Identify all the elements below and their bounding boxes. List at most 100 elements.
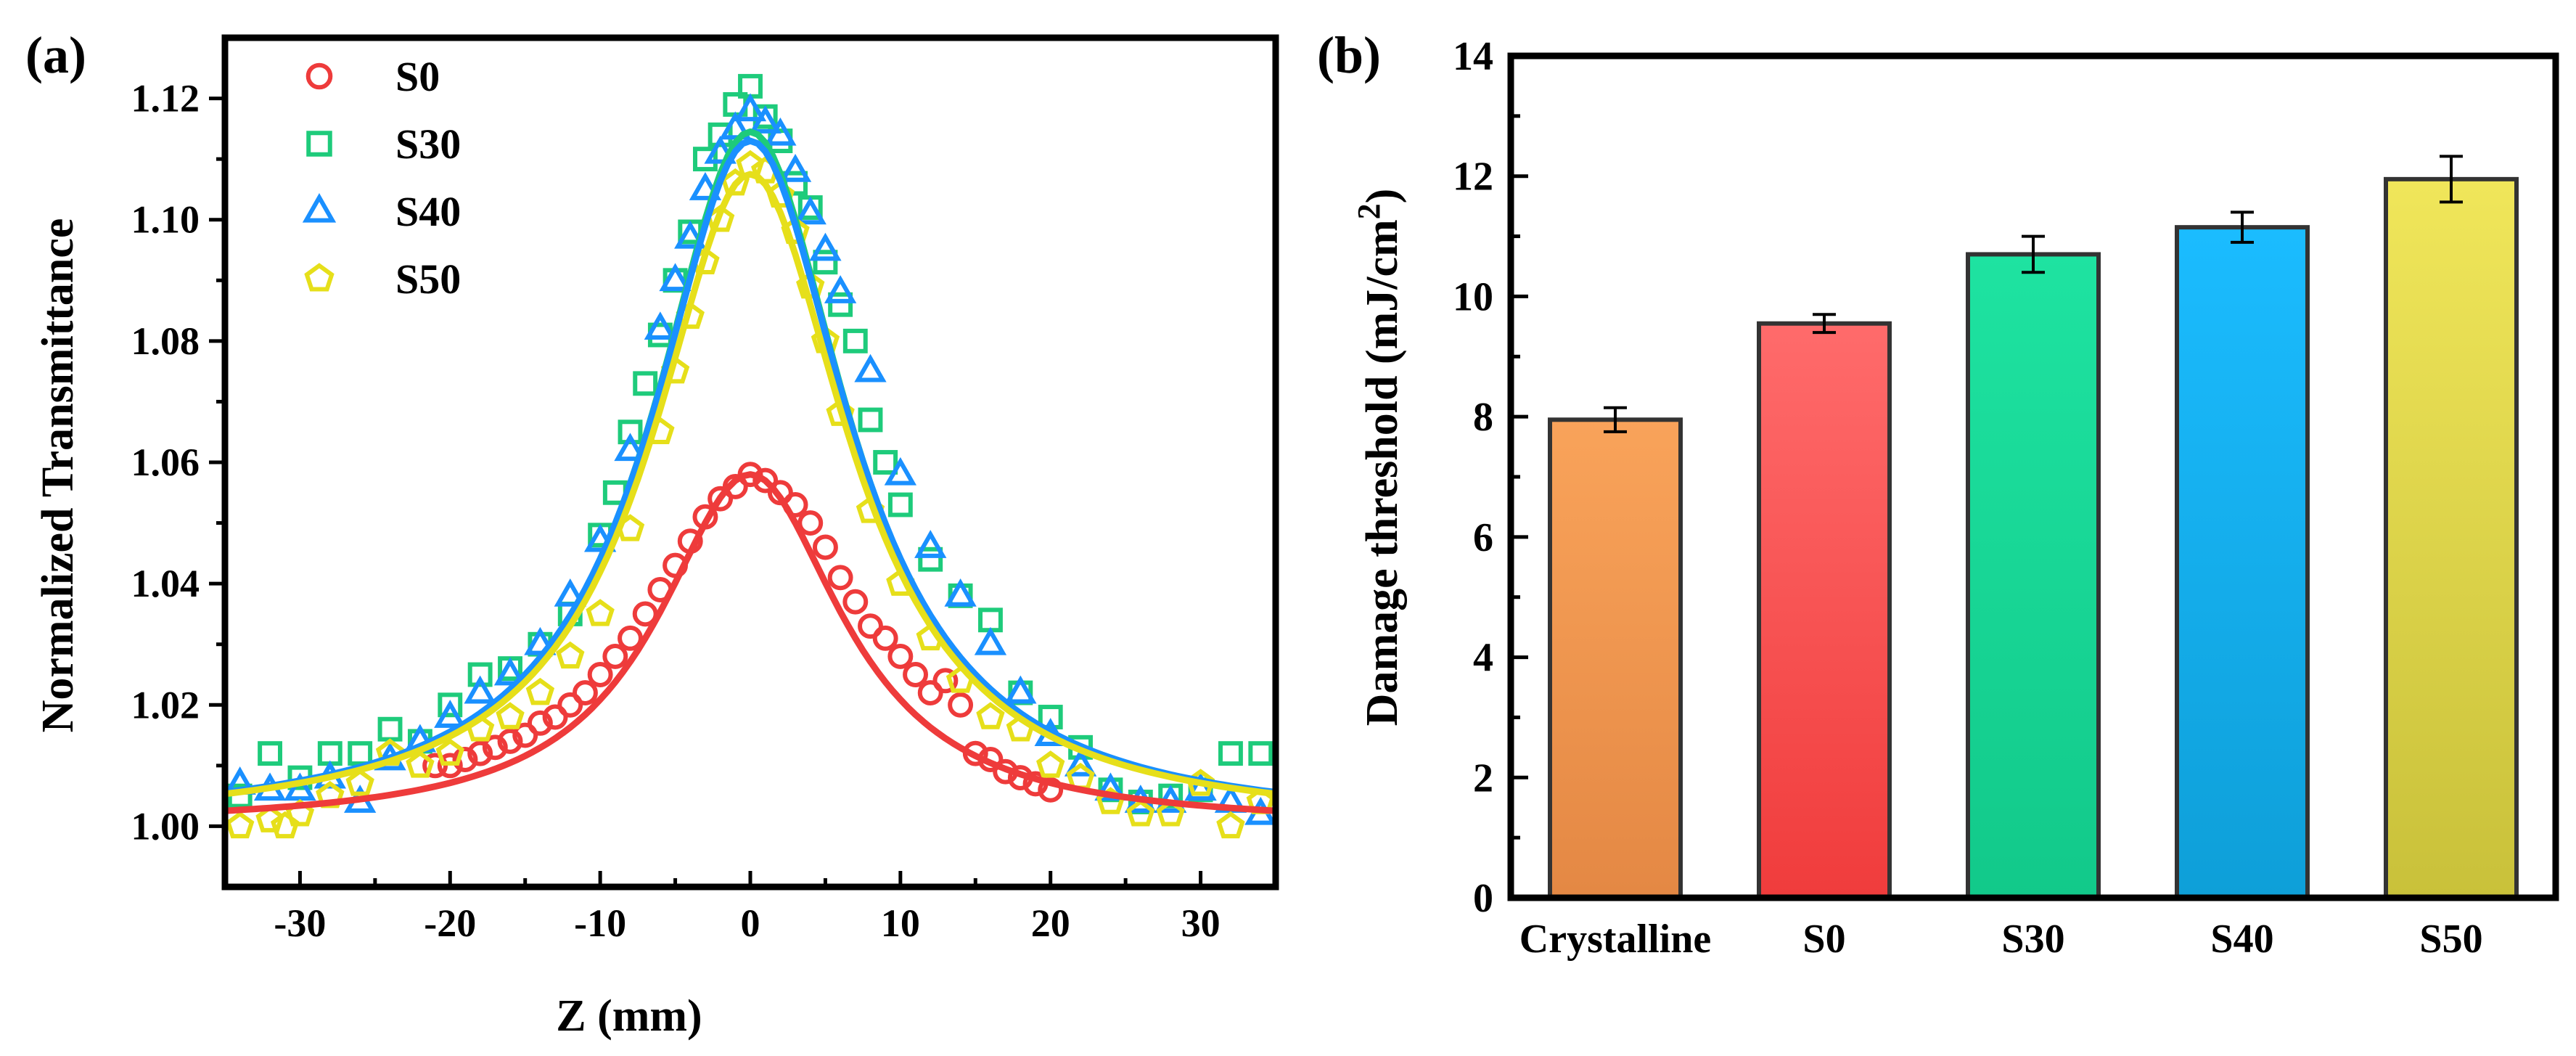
point-S40: [644, 311, 677, 340]
series-S50-points: [225, 150, 1276, 839]
y-tick-label: 1.04: [131, 562, 200, 605]
point-S0: [557, 692, 583, 718]
point-S30: [887, 492, 913, 517]
y-tick-label: 1.02: [131, 683, 200, 726]
x-tick-label: -10: [574, 901, 626, 945]
point-S0: [872, 625, 898, 651]
point-S40: [854, 353, 887, 382]
point-S40: [914, 530, 947, 558]
point-S40: [794, 196, 826, 225]
category-label: S40: [2210, 917, 2273, 962]
bar-Crystalline: [1548, 417, 1683, 900]
point-S30: [873, 450, 898, 475]
point-S40: [554, 578, 586, 607]
point-S0: [827, 565, 853, 591]
point-S40: [704, 135, 737, 164]
y-tick-label: 10: [1453, 274, 1493, 319]
point-S50: [1126, 799, 1155, 827]
point-S50: [586, 599, 615, 626]
y-tick-label: 8: [1473, 395, 1493, 440]
point-S30: [828, 292, 853, 317]
y-tick-label: 1.10: [131, 198, 200, 242]
error-bar-Crystalline: [1604, 406, 1627, 433]
error-bar-S0: [1813, 313, 1836, 335]
point-S0: [437, 753, 463, 779]
point-S50: [556, 641, 585, 669]
fit-curve-S0: [224, 471, 1276, 814]
point-S40: [614, 433, 647, 462]
point-S40: [974, 626, 1007, 655]
point-S50: [271, 811, 300, 839]
error-bar-S50: [2440, 155, 2463, 204]
panel-a-frame: [221, 34, 1279, 891]
panel-b-ylabel: Damage threshold (mJ/cm2): [1351, 189, 1407, 726]
panel-b-damage-threshold-chart: (b) Damage threshold (mJ/cm2) Crystallin…: [1317, 26, 2559, 962]
y-tick-label: 1.12: [131, 77, 200, 120]
point-S40: [884, 457, 917, 486]
panel-b-ylabel-sup: 2: [1351, 203, 1387, 219]
point-S0: [497, 728, 523, 754]
point-S50: [1036, 750, 1065, 778]
point-S0: [527, 710, 553, 736]
point-S40: [1004, 675, 1037, 704]
legend-label-S0: S0: [395, 53, 440, 100]
x-tick-label: 0: [741, 901, 760, 945]
point-S50: [406, 750, 435, 778]
legend-marker-S50: [304, 263, 335, 292]
point-S50: [1156, 799, 1185, 827]
point-S30: [1218, 741, 1243, 766]
point-S30: [1248, 741, 1273, 766]
legend-label-S30: S30: [395, 120, 461, 168]
panel-a-label: (a): [25, 26, 86, 84]
point-S40: [1094, 772, 1127, 801]
point-S0: [542, 704, 568, 730]
y-tick-label: 1.06: [131, 441, 200, 484]
point-S50: [1216, 811, 1245, 839]
point-S30: [633, 371, 658, 396]
bar-S0: [1757, 321, 1892, 900]
y-tick-label: 1.00: [131, 804, 200, 848]
point-S0: [752, 467, 779, 494]
point-S50: [496, 702, 525, 729]
point-S30: [693, 147, 718, 172]
y-tick-label: 12: [1453, 155, 1493, 200]
legend-marker-S0: [305, 62, 333, 90]
point-S50: [435, 738, 464, 766]
point-S40: [493, 657, 527, 686]
point-S0: [797, 510, 824, 536]
bar-S40: [2175, 225, 2310, 900]
point-S50: [345, 769, 374, 796]
point-S40: [674, 220, 707, 249]
x-tick-label: -20: [424, 901, 476, 945]
point-S30: [438, 692, 463, 718]
category-label: Crystalline: [1519, 917, 1711, 962]
series-S30-points: [227, 73, 1273, 814]
point-S40: [434, 700, 467, 728]
point-S40: [734, 93, 767, 122]
point-S40: [779, 153, 812, 182]
error-bar-S30: [2022, 234, 2045, 274]
panel-a-ylabel: Normalized Transmittance: [33, 218, 83, 733]
y-tick-label: 2: [1473, 756, 1493, 801]
panel-b-frame: [1507, 52, 2559, 901]
series-S40-points: [223, 93, 1277, 825]
point-S40: [824, 275, 857, 303]
y-tick-label: 4: [1473, 636, 1493, 681]
point-S0: [512, 722, 538, 748]
point-S0: [842, 589, 869, 615]
fit-curve-S50: [224, 171, 1276, 798]
point-S0: [917, 680, 943, 706]
point-S30: [258, 741, 282, 766]
legend-marker-S30: [306, 131, 332, 157]
point-S0: [932, 668, 959, 694]
point-S40: [764, 117, 797, 146]
legend-label-S50: S50: [395, 255, 461, 303]
point-S0: [452, 747, 478, 772]
legend-label-S40: S40: [395, 188, 461, 235]
point-S30: [377, 716, 403, 742]
point-S50: [1066, 762, 1095, 790]
panel-b-ylabel-close: ): [1358, 189, 1407, 204]
point-S0: [812, 534, 838, 560]
point-S40: [809, 232, 842, 261]
